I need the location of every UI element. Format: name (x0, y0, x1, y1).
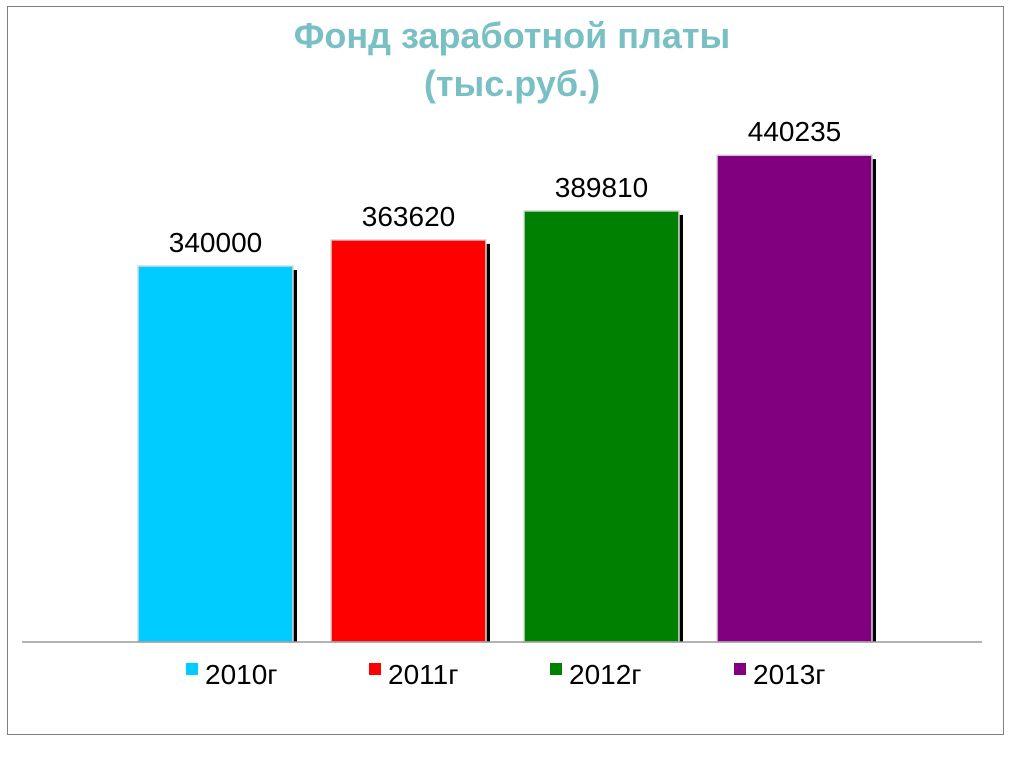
legend-label-2012: 2012г (569, 659, 642, 690)
bar-2010 (137, 265, 294, 643)
bar-2012 (523, 210, 680, 643)
data-label-2012: 389810 (555, 172, 648, 203)
chart-title: Фонд заработной платы (293, 15, 731, 56)
legend-swatch-2012 (550, 663, 562, 675)
bars-layer (137, 154, 876, 643)
data-labels-layer: 340000 363620 389810 440235 (169, 116, 841, 258)
data-label-2010: 340000 (169, 227, 262, 258)
legend-swatch-2013 (734, 663, 746, 675)
bar-2011 (330, 239, 487, 643)
chart-title-block: Фонд заработной платы (тыс.руб.) (0, 12, 1024, 108)
chart-subtitle: (тыс.руб.) (423, 63, 601, 104)
bar-2013 (716, 154, 873, 643)
legend-swatch-2011 (369, 663, 381, 675)
legend-label-2010: 2010г (205, 659, 278, 690)
legend-swatch-2010 (186, 663, 198, 675)
data-label-2011: 363620 (362, 201, 455, 232)
data-label-2013: 440235 (748, 116, 841, 147)
legend-label-2013: 2013г (753, 659, 826, 690)
legend: 2010г 2011г 2012г 2013г (186, 659, 826, 690)
legend-label-2011: 2011г (388, 659, 458, 690)
